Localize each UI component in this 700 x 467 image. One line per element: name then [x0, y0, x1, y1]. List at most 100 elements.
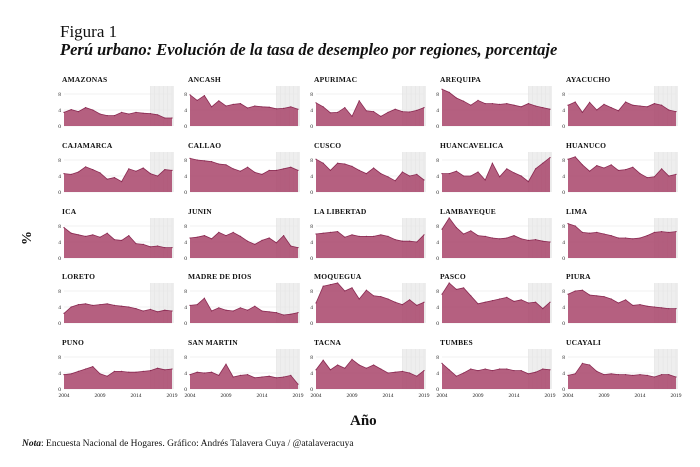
- data-point: [441, 88, 443, 90]
- region-panel: AREQUIPA 0 4 8: [436, 75, 552, 130]
- data-point: [675, 376, 677, 378]
- region-area: [64, 303, 172, 323]
- data-point: [625, 169, 627, 171]
- x-tick-label: 2009: [95, 393, 106, 399]
- data-point: [513, 370, 515, 372]
- y-tick-label: 0: [436, 321, 439, 327]
- region-panel: HUANUCO 0 4 8: [562, 141, 678, 196]
- data-point: [142, 370, 144, 372]
- y-tick-label: 4: [436, 240, 439, 246]
- panel-title: HUANUCO: [566, 141, 606, 150]
- data-point: [254, 243, 256, 245]
- region-panel: TUMBES 0 4 8 2004 2009 2014 2019: [436, 338, 556, 399]
- data-point: [574, 156, 576, 158]
- data-point: [653, 376, 656, 378]
- data-point: [401, 370, 403, 372]
- data-point: [247, 107, 249, 109]
- data-point: [189, 157, 191, 159]
- panel-title: TUMBES: [440, 338, 473, 347]
- data-point: [596, 231, 598, 233]
- data-point: [128, 371, 130, 373]
- data-point: [344, 290, 346, 292]
- data-point: [675, 173, 677, 175]
- data-point: [128, 306, 130, 308]
- data-point: [581, 164, 584, 166]
- data-point: [164, 369, 166, 371]
- data-point: [254, 305, 256, 307]
- data-point: [211, 238, 213, 240]
- data-point: [549, 108, 551, 110]
- data-point: [416, 304, 418, 306]
- data-point: [617, 169, 620, 171]
- data-point: [589, 232, 591, 234]
- y-tick-label: 4: [310, 371, 313, 377]
- data-point: [409, 299, 411, 301]
- data-point: [290, 166, 292, 168]
- data-point: [653, 306, 656, 308]
- region-area: [442, 283, 550, 323]
- data-point: [513, 172, 515, 174]
- data-point: [603, 296, 605, 298]
- data-point: [225, 235, 227, 237]
- data-point: [646, 235, 648, 237]
- data-point: [574, 101, 576, 103]
- data-point: [196, 371, 198, 373]
- region-panel: AYACUCHO 0 4 8: [562, 75, 678, 130]
- region-area: [442, 218, 550, 258]
- data-point: [646, 106, 648, 108]
- y-tick-label: 8: [58, 355, 61, 361]
- region-line: [441, 217, 551, 243]
- data-point: [203, 372, 205, 374]
- data-point: [506, 168, 508, 170]
- data-point: [106, 375, 108, 377]
- region-line: [189, 231, 299, 248]
- y-tick-label: 0: [562, 124, 565, 130]
- data-point: [653, 176, 656, 178]
- data-point: [70, 232, 72, 234]
- data-point: [394, 180, 396, 182]
- data-point: [596, 109, 598, 111]
- panel-title: MADRE DE DIOS: [188, 272, 251, 281]
- region-area: [442, 157, 550, 192]
- data-point: [113, 115, 115, 117]
- data-point: [646, 177, 648, 179]
- region-panel: AMAZONAS 0 4 8: [58, 75, 174, 130]
- data-point: [401, 111, 403, 113]
- data-point: [351, 165, 353, 167]
- data-point: [247, 166, 249, 168]
- data-point: [617, 374, 620, 376]
- region-panel: APURIMAC 0 4 8: [310, 75, 426, 130]
- data-point: [142, 310, 144, 312]
- data-point: [401, 240, 403, 242]
- data-point: [63, 374, 65, 376]
- panel-title: PUNO: [62, 338, 84, 347]
- region-line: [442, 157, 551, 183]
- x-tick-label: 2009: [347, 393, 358, 399]
- data-point: [646, 305, 648, 307]
- region-line: [567, 101, 677, 114]
- region-panel: CALLAO 0 4 8: [184, 141, 300, 196]
- data-point: [77, 304, 79, 306]
- data-point: [477, 171, 479, 173]
- y-tick-label: 0: [436, 387, 439, 393]
- x-tick-label: 2004: [59, 393, 70, 399]
- data-point: [416, 375, 418, 377]
- data-point: [581, 289, 584, 291]
- data-point: [567, 293, 569, 295]
- x-tick-label: 2014: [635, 393, 646, 399]
- data-point: [520, 370, 522, 372]
- data-point: [351, 287, 353, 289]
- data-point: [128, 113, 130, 115]
- data-point: [99, 304, 101, 306]
- data-point: [239, 307, 241, 309]
- data-point: [85, 166, 87, 168]
- data-point: [171, 310, 173, 312]
- data-point: [261, 173, 263, 175]
- data-point: [589, 170, 591, 172]
- y-tick-label: 8: [58, 92, 61, 98]
- y-tick-label: 8: [562, 92, 565, 98]
- data-point: [189, 374, 191, 376]
- data-point: [211, 106, 213, 108]
- y-tick-label: 8: [436, 158, 439, 164]
- data-point: [455, 375, 457, 377]
